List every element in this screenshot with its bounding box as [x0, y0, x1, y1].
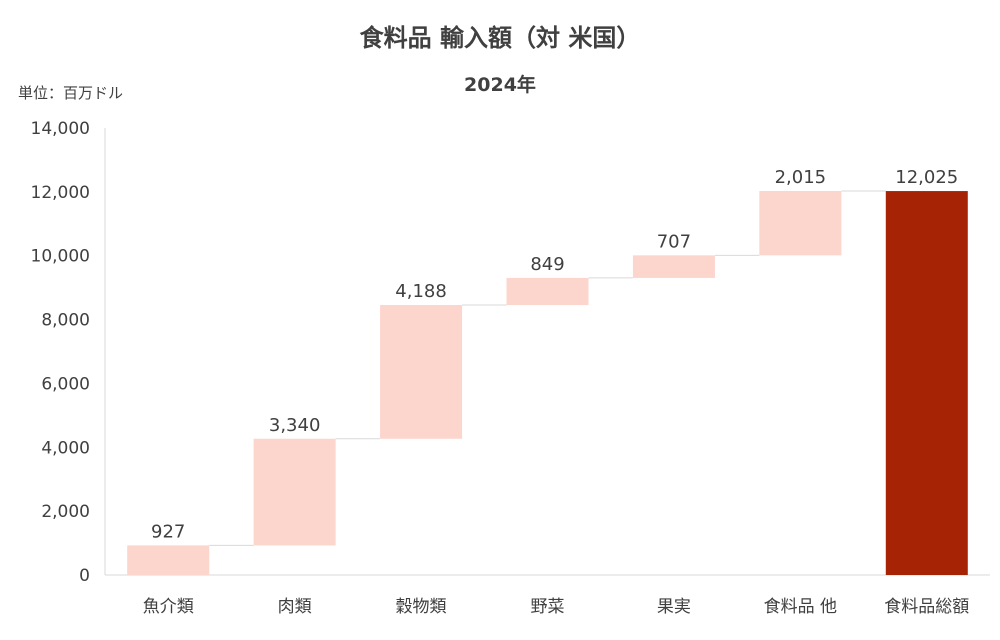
x-tick-label: 食料品 他 — [764, 597, 837, 617]
y-tick-label: 2,000 — [41, 502, 90, 522]
data-label: 12,025 — [895, 167, 958, 188]
y-tick-label: 10,000 — [31, 247, 90, 267]
total-bar — [885, 191, 968, 575]
x-tick-label: 食料品総額 — [884, 597, 969, 617]
increment-bar — [632, 255, 715, 278]
data-label: 849 — [530, 254, 564, 275]
increment-bar — [253, 438, 336, 546]
data-label: 3,340 — [269, 415, 321, 436]
x-tick-label: 穀物類 — [396, 597, 447, 617]
x-tick-label: 野菜 — [531, 597, 565, 617]
increment-bar — [759, 191, 842, 256]
x-tick-label: 肉類 — [278, 597, 312, 617]
data-labels: 927 3,340 4,188 849 707 2,015 12,025 — [151, 167, 958, 542]
bars — [127, 191, 968, 575]
y-tick-label: 14,000 — [31, 119, 90, 139]
data-label: 4,188 — [395, 281, 447, 302]
connectors — [209, 190, 886, 546]
x-tick-label: 果実 — [657, 597, 691, 617]
chart-subtitle: 2024年 — [464, 73, 536, 96]
data-label: 707 — [657, 231, 691, 252]
y-tick-label: 8,000 — [41, 311, 90, 331]
data-label: 2,015 — [775, 167, 827, 188]
y-tick-label: 4,000 — [41, 438, 90, 458]
increment-bar — [506, 277, 589, 306]
y-tick-label: 12,000 — [31, 183, 90, 203]
y-tick-label: 6,000 — [41, 374, 90, 394]
chart-title: 食料品 輸入額（対 米国） — [360, 24, 641, 52]
increment-bar — [380, 305, 463, 439]
increment-bar — [127, 545, 210, 575]
data-label: 927 — [151, 521, 185, 542]
unit-label: 単位：百万ドル — [18, 84, 123, 102]
axes: 0 2,000 4,000 6,000 8,000 10,000 12,000 14,000 魚… — [31, 119, 990, 617]
y-tick-label: 0 — [79, 566, 90, 586]
x-tick-label: 魚介類 — [143, 597, 194, 617]
